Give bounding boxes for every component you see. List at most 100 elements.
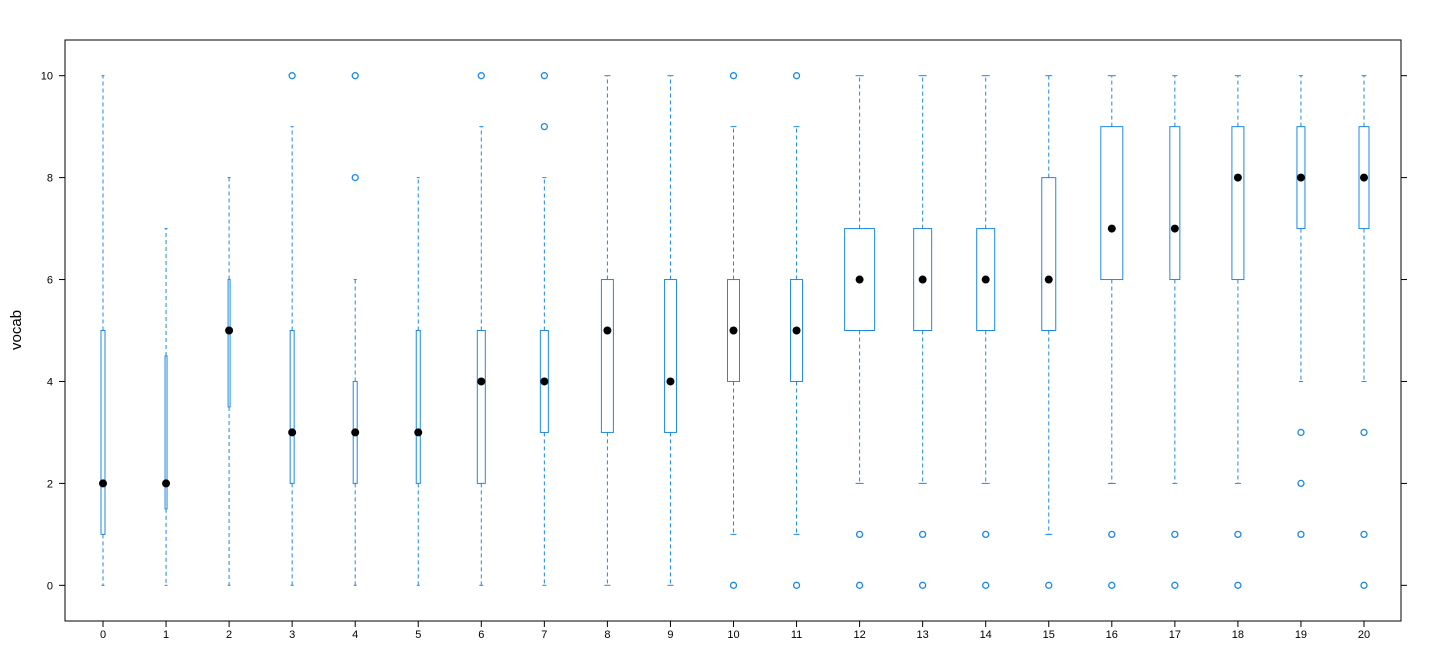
y-tick-label: 6 [47, 275, 53, 287]
box-group-13 [913, 75, 933, 589]
box-iqr [976, 228, 996, 331]
box-group-3 [288, 72, 297, 586]
outlier-point [982, 581, 990, 589]
x-tick-label: 14 [980, 629, 992, 641]
median-point [540, 377, 549, 386]
box-group-19 [1296, 75, 1306, 539]
box-iqr [476, 330, 486, 484]
median-point [792, 326, 801, 335]
x-tick-label: 11 [791, 629, 802, 641]
x-axis: 0 1 2 3 4 5 6 7 8 9 10 11 12 13 14 15 16 17 18 19 20 [100, 621, 1370, 641]
outlier-point [1171, 530, 1179, 539]
x-tick-label: 9 [667, 629, 673, 641]
median-point [603, 326, 612, 335]
box-iqr [1100, 126, 1124, 281]
x-tick-label: 2 [226, 629, 232, 641]
box-group-11 [790, 72, 804, 589]
y-axis: 0 2 4 6 8 10 [41, 71, 1407, 592]
outlier-point [919, 581, 927, 589]
median-point [1296, 173, 1305, 182]
box-group-5 [414, 177, 423, 586]
x-tick-label: 18 [1232, 629, 1244, 641]
outlier-point [540, 72, 548, 80]
outlier-point [729, 72, 738, 80]
box-iqr [289, 330, 295, 484]
median-point [414, 428, 423, 437]
x-tick-label: 12 [853, 629, 865, 641]
median-point [162, 479, 171, 488]
median-point [1170, 224, 1179, 233]
outlier-point [855, 581, 864, 589]
outlier-point [1360, 428, 1368, 437]
outlier-point [1297, 479, 1305, 488]
outlier-point [792, 581, 801, 589]
x-tick-label: 16 [1106, 629, 1118, 641]
box-group-8 [600, 75, 614, 586]
outlier-point [1108, 581, 1116, 589]
box-iqr [600, 279, 614, 433]
outlier-point [729, 581, 738, 589]
box-group-20 [1358, 75, 1370, 589]
box-iqr [164, 355, 168, 510]
box-iqr [844, 228, 876, 331]
box-group-16 [1100, 75, 1124, 589]
boxes-layer [99, 72, 1370, 589]
x-tick-label: 7 [541, 629, 547, 641]
outlier-point [1234, 581, 1242, 589]
outlier-point [477, 72, 485, 80]
median-point [1107, 224, 1116, 233]
box-iqr [1169, 126, 1181, 281]
x-tick-label: 15 [1043, 629, 1055, 641]
box-group-4 [351, 72, 360, 586]
x-tick-label: 4 [352, 629, 358, 641]
outlier-point [351, 72, 359, 80]
median-point [288, 428, 297, 437]
y-tick-label: 0 [47, 580, 53, 592]
y-axis-label: vocab [8, 310, 25, 350]
outlier-point [792, 72, 801, 80]
outlier-point [1360, 581, 1368, 589]
box-iqr [790, 279, 804, 382]
box-iqr [1041, 177, 1057, 331]
box-group-0 [99, 75, 107, 586]
box-group-15 [1041, 75, 1057, 589]
outlier-point [919, 530, 927, 539]
box-iqr [100, 330, 106, 535]
box-group-18 [1231, 75, 1245, 589]
outlier-point [1297, 428, 1305, 437]
x-tick-label: 6 [478, 629, 484, 641]
median-point [918, 275, 927, 284]
outlier-point [1234, 530, 1242, 539]
x-tick-label: 0 [100, 629, 106, 641]
box-iqr [1231, 126, 1245, 281]
box-group-10 [727, 72, 740, 589]
median-point [225, 326, 234, 335]
outlier-point [540, 122, 548, 131]
y-tick-label: 2 [47, 478, 53, 490]
x-tick-label: 19 [1295, 629, 1307, 641]
median-point [351, 428, 360, 437]
median-point [729, 326, 738, 335]
x-tick-label: 1 [163, 629, 169, 641]
box-group-7 [539, 72, 549, 586]
box-iqr [663, 279, 677, 433]
box-iqr [913, 228, 933, 331]
outlier-point [351, 173, 359, 182]
box-group-12 [844, 75, 876, 589]
box-group-14 [976, 75, 996, 589]
x-tick-label: 20 [1358, 629, 1370, 641]
outlier-point [1360, 530, 1368, 539]
median-point [1044, 275, 1053, 284]
x-tick-label: 3 [289, 629, 295, 641]
outlier-point [1297, 530, 1305, 539]
box-group-9 [663, 75, 677, 586]
box-group-1 [162, 228, 171, 586]
x-tick-label: 10 [727, 629, 739, 641]
median-point [981, 275, 990, 284]
box-group-6 [476, 72, 486, 586]
median-point [477, 377, 486, 386]
median-point [99, 479, 107, 488]
box-group-2 [225, 177, 234, 586]
outlier-point [1108, 530, 1116, 539]
